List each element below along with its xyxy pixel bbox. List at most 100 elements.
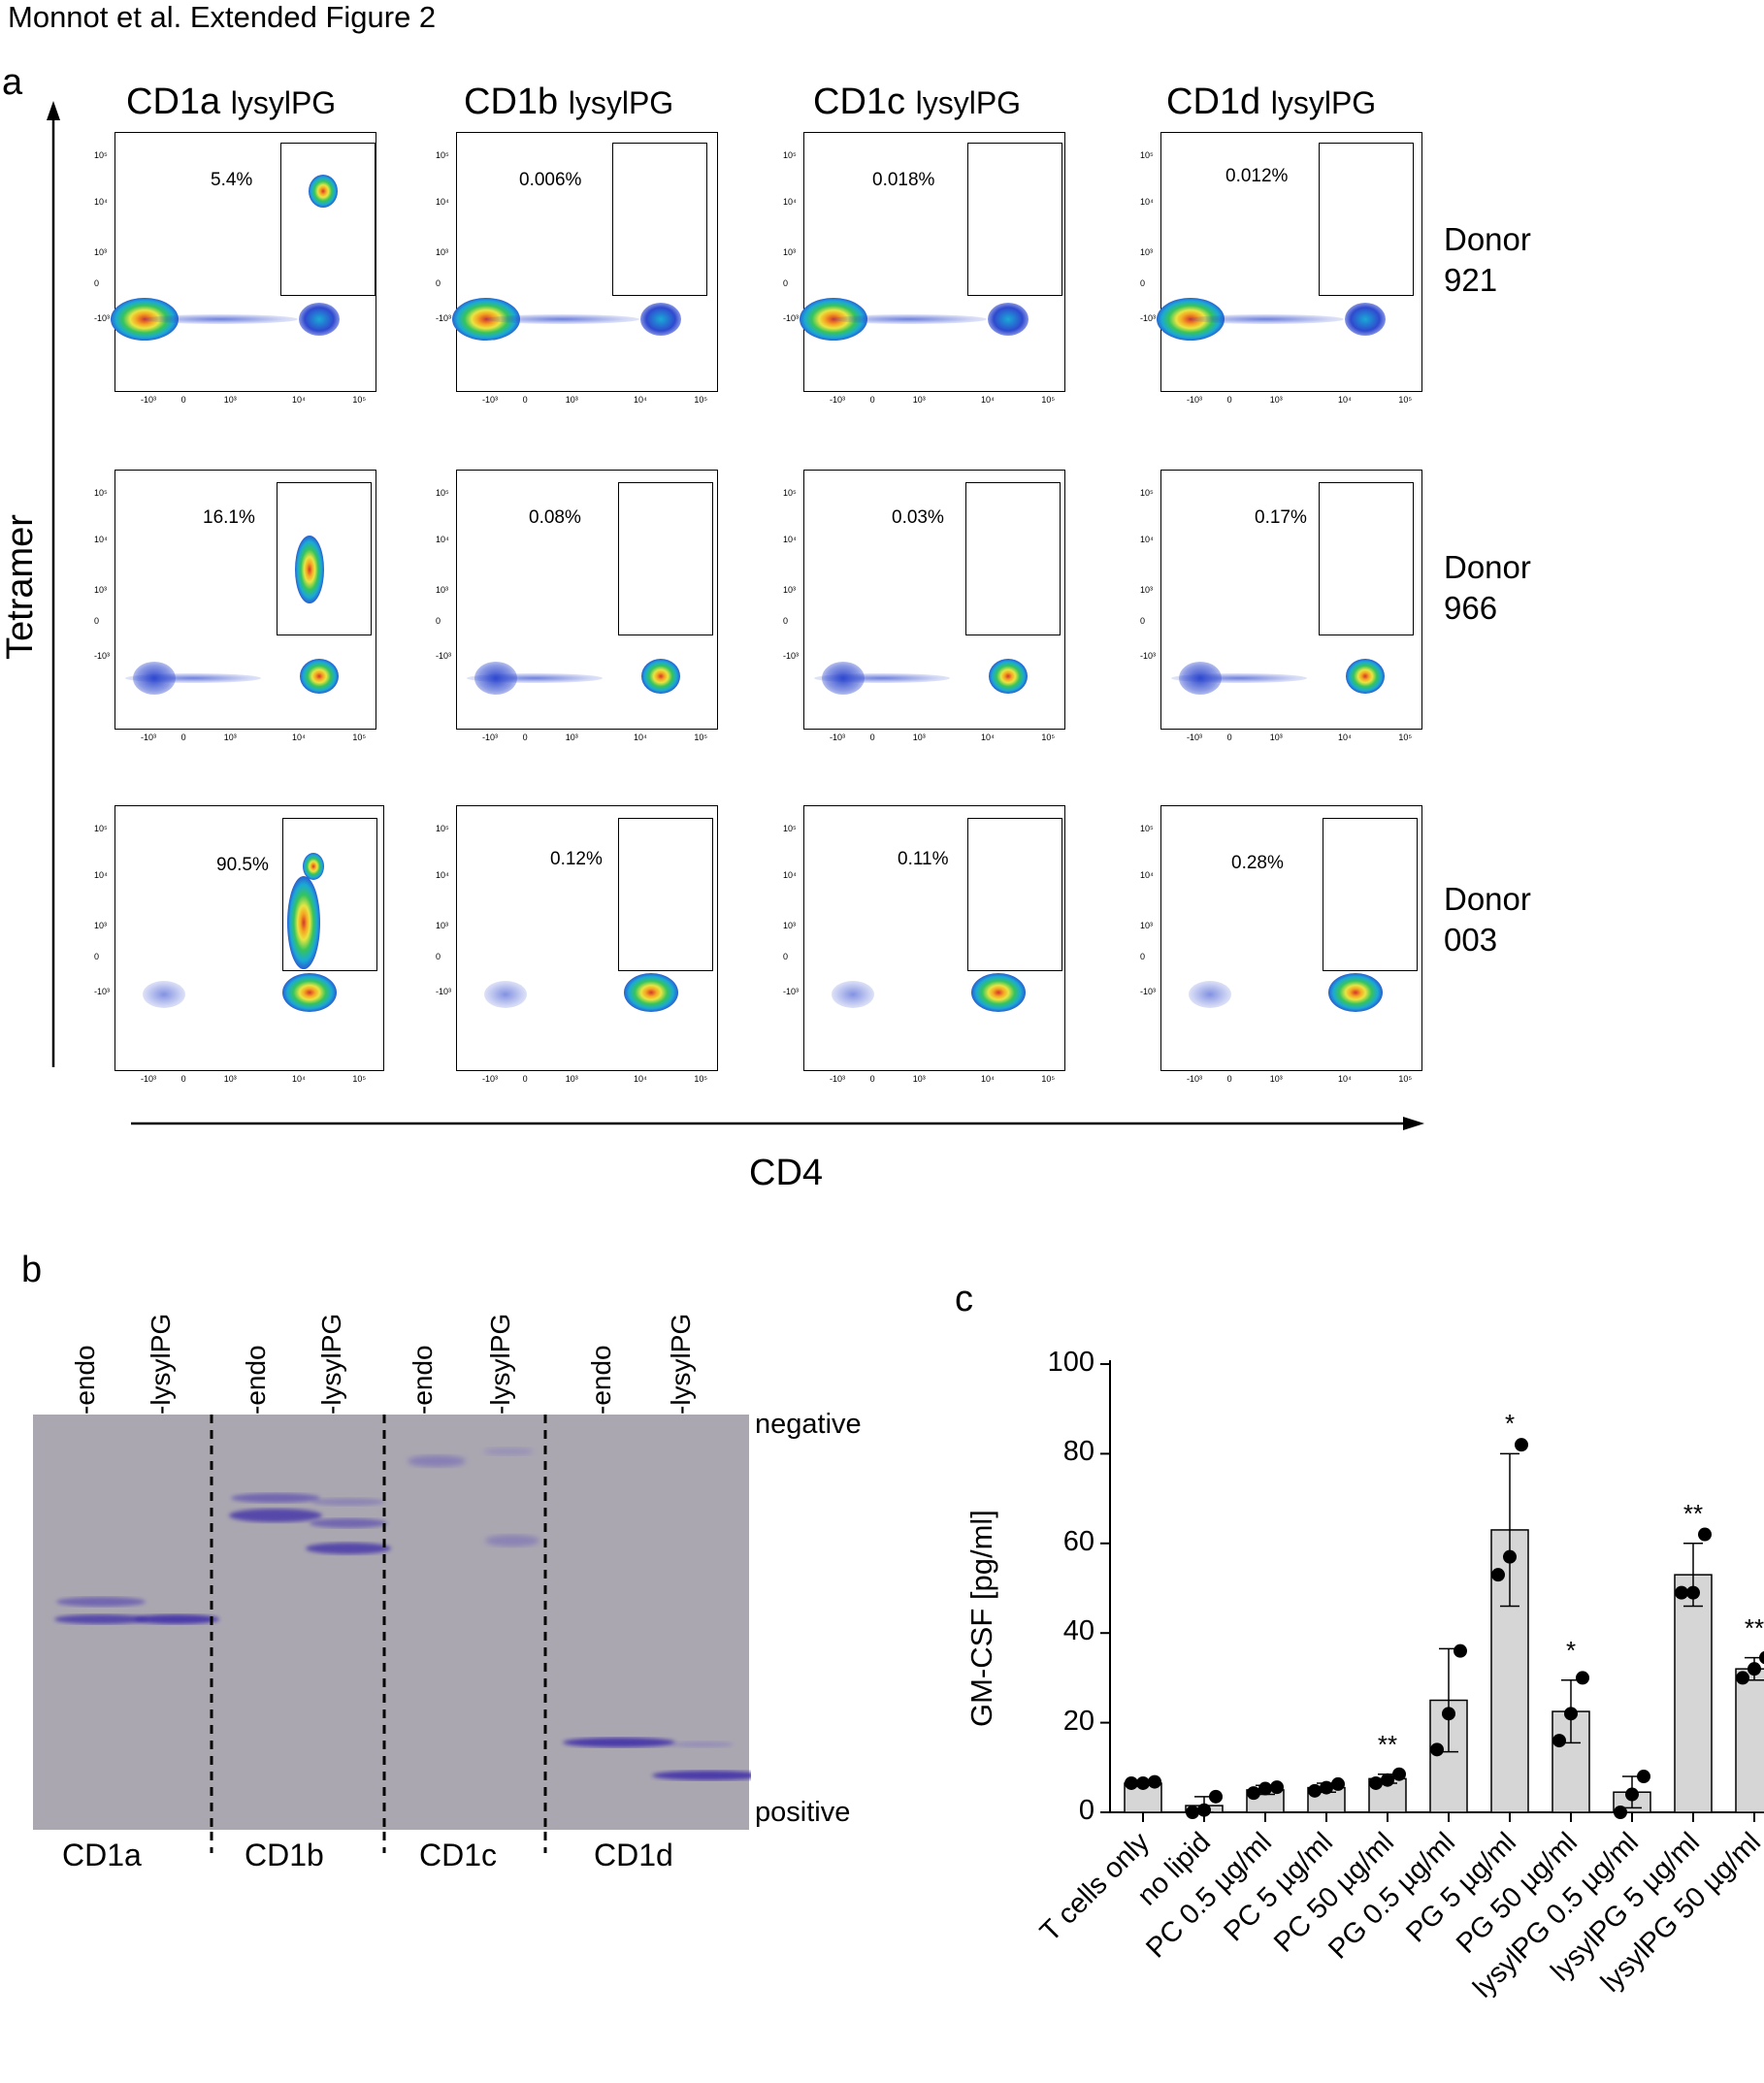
cell-population	[641, 659, 680, 694]
x-tick-label: -10³	[482, 1074, 499, 1084]
data-point	[1270, 1780, 1284, 1795]
data-point	[1515, 1438, 1528, 1452]
x-tick-label: 10⁵	[1398, 395, 1413, 405]
flow-plot: 5.4% 10⁵ 10⁴ 10³ 0 -10³ -10³ 0 10³ 10⁴ 10⁵	[94, 132, 376, 405]
x-tick-label: 0	[522, 395, 528, 405]
cell-population	[300, 659, 339, 694]
significance-marker: *	[1565, 1635, 1577, 1665]
x-tick-label: 10⁵	[352, 395, 367, 405]
data-point	[1675, 1585, 1688, 1600]
bar	[1735, 1668, 1764, 1813]
x-tick-label: -10³	[1187, 395, 1203, 405]
data-point	[1186, 1806, 1199, 1819]
x-tick-label: 10³	[223, 395, 237, 405]
data-point	[1331, 1776, 1345, 1791]
cell-population	[989, 659, 1028, 694]
y-axis-label: Tetramer	[0, 514, 41, 660]
x-tick-label: -10³	[830, 395, 846, 405]
y-tick-label: -10³	[1140, 313, 1157, 323]
flow-plot: 16.1% 10⁵ 10⁴ 10³ 0 -10³ -10³ 0 10³ 10⁴ 10⁵	[94, 470, 376, 742]
y-tick-label: 10⁴	[1140, 870, 1154, 880]
gate-box	[1319, 482, 1414, 635]
data-point	[1564, 1707, 1578, 1721]
x-tick-label: 10⁴	[1338, 732, 1352, 742]
gate-box	[965, 482, 1061, 635]
x-tick-label: 10³	[565, 395, 578, 405]
significance-marker: *	[1504, 1409, 1516, 1439]
data-point	[1759, 1650, 1764, 1665]
data-point	[1625, 1787, 1639, 1802]
y-tick-label: 10³	[783, 247, 797, 257]
y-tick-label: 0	[1140, 616, 1146, 626]
y-tick-label: 10⁴	[783, 535, 797, 544]
cell-population	[125, 673, 261, 683]
data-point	[1442, 1707, 1455, 1721]
cell-population	[832, 314, 987, 324]
gate-box	[280, 143, 376, 296]
data-point	[1454, 1644, 1467, 1658]
gate-percentage: 0.018%	[872, 170, 935, 190]
panel-a-letter: a	[2, 62, 23, 103]
lane-label: -endo	[70, 1345, 100, 1415]
x-tick-label: 10⁵	[1398, 732, 1413, 742]
gate-box	[967, 818, 1062, 971]
x-tick-label: 10⁴	[292, 1074, 306, 1084]
data-point	[1614, 1806, 1627, 1819]
data-point	[1209, 1789, 1223, 1804]
y-tick-label: 10⁵	[436, 488, 449, 498]
lane-label: -lysylPG	[316, 1313, 346, 1415]
cell-population	[143, 314, 298, 324]
y-tick-label: 10⁴	[94, 197, 108, 207]
x-tick-label: 10³	[223, 1074, 237, 1084]
significance-marker: **	[1744, 1612, 1764, 1643]
chart-y-label: GM-CSF [pg/ml]	[964, 1510, 998, 1727]
gate-percentage: 0.012%	[1225, 166, 1289, 186]
y-tick-label: -10³	[783, 651, 800, 661]
gate-percentage: 0.006%	[519, 170, 582, 190]
x-tick-label: 10⁵	[1398, 1074, 1413, 1084]
x-tick-label: 10⁴	[292, 732, 306, 742]
gel-group-cd1a: CD1a	[62, 1838, 142, 1872]
y-tick-label: 10⁵	[783, 488, 797, 498]
cell-population	[484, 981, 527, 1008]
x-tick-label: 10⁴	[634, 732, 647, 742]
y-tick-label: 10⁴	[783, 197, 797, 207]
gate-box	[967, 143, 1062, 296]
x-tick-label: 10⁴	[981, 395, 995, 405]
lane-label: -endo	[241, 1345, 271, 1415]
y-tick-label: -10³	[1140, 987, 1157, 996]
flow-plot: 0.28% 10⁵ 10⁴ 10³ 0 -10³ -10³ 0 10³ 10⁴ 10⁵	[1140, 805, 1422, 1084]
x-tick-label: 10⁵	[1041, 732, 1056, 742]
x-tick-label: 0	[869, 732, 875, 742]
y-tick-label: 10⁵	[436, 824, 449, 833]
y-tick-label: -10³	[94, 651, 111, 661]
y-tick-label: 0	[783, 616, 789, 626]
y-tick-label: 0	[436, 616, 441, 626]
cell-population	[624, 973, 678, 1012]
cell-population	[814, 673, 950, 683]
x-tick-label: -10³	[830, 732, 846, 742]
x-tick-label: -10³	[1187, 732, 1203, 742]
x-tick-label: 10⁴	[634, 1074, 647, 1084]
gel-image	[33, 1415, 751, 1832]
x-tick-label: 10⁴	[292, 395, 306, 405]
y-tick-label: 10⁴	[94, 535, 108, 544]
x-tick-label: 10³	[1269, 1074, 1283, 1084]
y-tick-label: 10⁵	[94, 488, 108, 498]
donor-label-966: Donor 966	[1444, 549, 1531, 626]
x-tick-label: -10³	[141, 1074, 157, 1084]
x-tick-label: 10⁴	[981, 1074, 995, 1084]
x-tick-label: 10³	[912, 732, 926, 742]
flow-plot: 0.12% 10⁵ 10⁴ 10³ 0 -10³ -10³ 0 10³ 10⁴ 10⁵	[436, 805, 718, 1084]
lane-label: -lysylPG	[146, 1313, 176, 1415]
y-tick-label: -10³	[436, 313, 452, 323]
y-tick-label: -10³	[783, 313, 800, 323]
y-tick-label: -10³	[436, 651, 452, 661]
cell-population	[295, 536, 324, 603]
y-tick-label: 10⁴	[436, 535, 449, 544]
gel-separator-extension	[210, 1832, 547, 1853]
gate-box	[1319, 143, 1414, 296]
data-point	[1698, 1527, 1712, 1542]
x-tick-label: 10⁵	[694, 1074, 708, 1084]
data-point	[1491, 1568, 1505, 1582]
